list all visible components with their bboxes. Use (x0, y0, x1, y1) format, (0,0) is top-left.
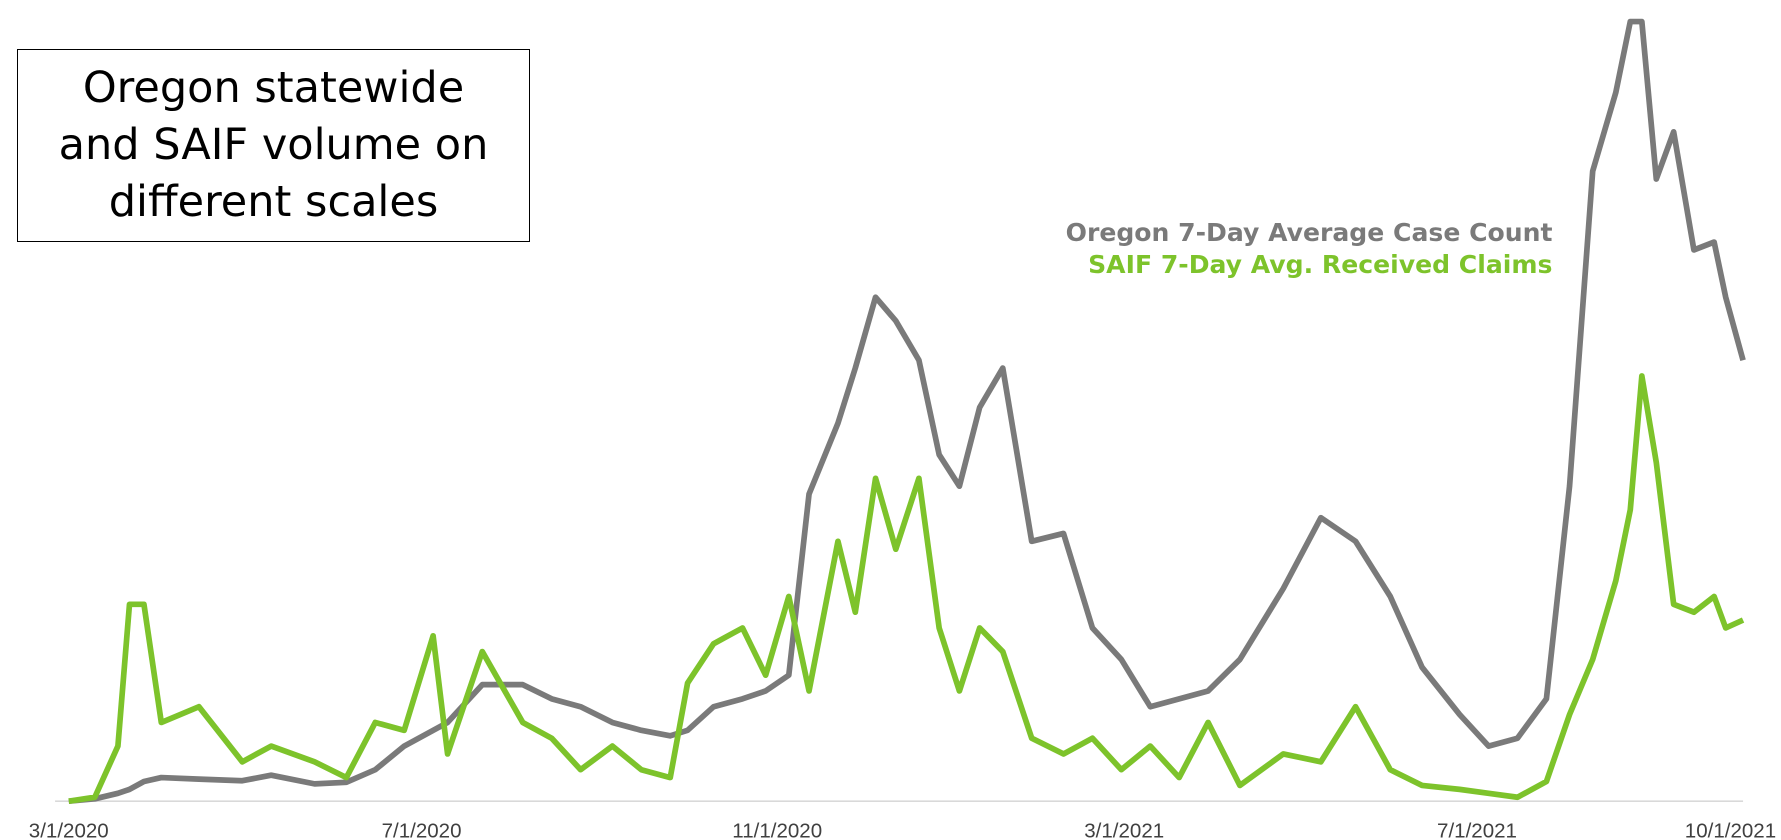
legend-label: Oregon 7-Day Average Case Count (1066, 218, 1553, 247)
x-tick-label: 10/1/2021 (1685, 819, 1776, 840)
x-tick-label: 7/1/2020 (382, 819, 462, 840)
x-tick-label: 11/1/2020 (732, 819, 822, 840)
x-tick-label: 3/1/2021 (1084, 819, 1164, 840)
chart-title: Oregon statewide and SAIF volume on diff… (17, 49, 530, 242)
x-tick-label: 7/1/2021 (1437, 819, 1517, 840)
series-line (68, 373, 1745, 805)
legend-label: SAIF 7-Day Avg. Received Claims (1088, 250, 1552, 279)
series-line (68, 18, 1746, 805)
x-tick-label: 3/1/2020 (29, 819, 109, 840)
